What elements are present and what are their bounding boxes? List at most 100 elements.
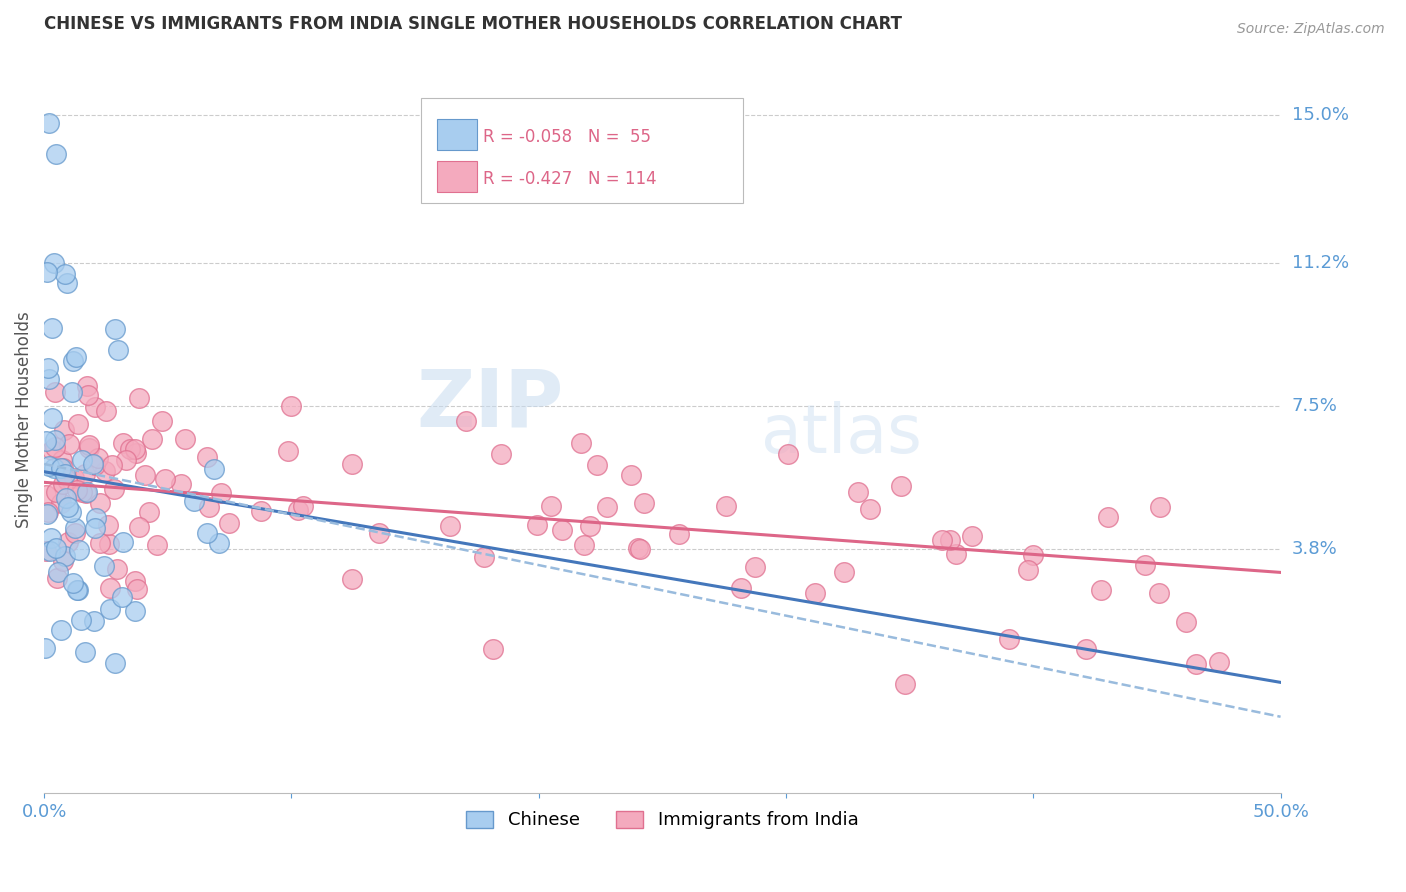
Point: [100, 581, 122, 595]
Point: [89, 536, 111, 550]
Point: [208, 536, 231, 550]
Point: [620, 468, 643, 483]
Point: [1149, 585, 1171, 599]
Point: [83, 458, 105, 472]
Point: [56, 276, 79, 290]
Point: [52, 423, 75, 437]
Point: [1185, 657, 1208, 672]
Point: [67, 583, 90, 598]
Point: [77, 388, 100, 402]
Point: [98, 602, 121, 616]
Point: [1097, 509, 1119, 524]
Point: [291, 500, 314, 514]
Point: [931, 533, 953, 547]
Point: [63, 525, 86, 540]
Point: [340, 572, 363, 586]
Point: [37, 361, 59, 376]
Point: [103, 482, 125, 496]
Point: [960, 529, 983, 543]
Text: 3.8%: 3.8%: [1292, 541, 1337, 558]
Point: [53, 467, 76, 481]
Point: [596, 500, 619, 514]
Text: atlas: atlas: [761, 401, 922, 467]
Point: [79, 441, 101, 455]
Point: [633, 496, 655, 510]
Point: [75, 485, 97, 500]
Point: [83, 615, 105, 629]
Point: [714, 499, 737, 513]
Point: [56, 534, 79, 549]
Point: [39, 531, 62, 545]
Point: [803, 585, 825, 599]
Y-axis label: Single Mother Households: Single Mother Households: [15, 311, 32, 528]
Point: [44, 433, 66, 447]
Point: [65, 521, 87, 535]
Point: [49, 496, 72, 510]
Point: [481, 641, 503, 656]
Point: [55, 549, 77, 563]
Point: [572, 538, 595, 552]
Point: [1149, 500, 1171, 514]
Point: [94, 404, 117, 418]
Point: [62, 354, 84, 368]
Point: [276, 444, 298, 458]
Point: [100, 458, 122, 472]
Point: [340, 458, 363, 472]
Point: [1017, 563, 1039, 577]
Point: [526, 518, 548, 533]
Point: [60, 505, 83, 519]
Point: [115, 452, 138, 467]
Point: [93, 559, 115, 574]
Point: [38, 116, 60, 130]
Point: [894, 677, 917, 691]
Point: [124, 574, 146, 589]
FancyBboxPatch shape: [422, 98, 742, 202]
Text: CHINESE VS IMMIGRANTS FROM INDIA SINGLE MOTHER HOUSEHOLDS CORRELATION CHART: CHINESE VS IMMIGRANTS FROM INDIA SINGLE …: [44, 15, 903, 33]
Point: [128, 520, 150, 534]
Point: [44, 541, 66, 556]
Point: [35, 488, 58, 502]
Point: [195, 450, 218, 464]
Point: [82, 457, 104, 471]
Point: [46, 566, 69, 580]
Point: [42, 255, 65, 269]
Point: [141, 433, 163, 447]
Point: [84, 400, 107, 414]
Point: [195, 526, 218, 541]
Point: [127, 582, 149, 597]
Point: [890, 479, 912, 493]
Point: [37, 505, 59, 519]
Point: [124, 604, 146, 618]
Point: [569, 436, 592, 450]
Text: 11.2%: 11.2%: [1292, 253, 1348, 271]
Point: [111, 436, 134, 450]
Point: [1076, 642, 1098, 657]
Point: [628, 541, 651, 556]
Point: [41, 321, 63, 335]
Point: [997, 632, 1019, 646]
Point: [456, 414, 478, 428]
Text: R = -0.058   N =  55: R = -0.058 N = 55: [484, 128, 651, 146]
Point: [107, 343, 129, 358]
Point: [104, 322, 127, 336]
Point: [51, 477, 73, 491]
Point: [846, 484, 869, 499]
FancyBboxPatch shape: [437, 161, 477, 193]
Point: [124, 442, 146, 456]
Point: [35, 508, 58, 522]
Point: [56, 500, 79, 514]
Point: [73, 467, 96, 482]
Point: [287, 503, 309, 517]
Point: [44, 440, 66, 454]
Point: [34, 641, 56, 656]
Point: [120, 442, 142, 456]
Point: [1208, 656, 1230, 670]
Point: [472, 549, 495, 564]
Point: [67, 543, 90, 558]
Point: [202, 461, 225, 475]
Point: [859, 502, 882, 516]
Point: [125, 446, 148, 460]
Point: [1174, 615, 1197, 630]
Point: [76, 485, 98, 500]
Point: [76, 379, 98, 393]
